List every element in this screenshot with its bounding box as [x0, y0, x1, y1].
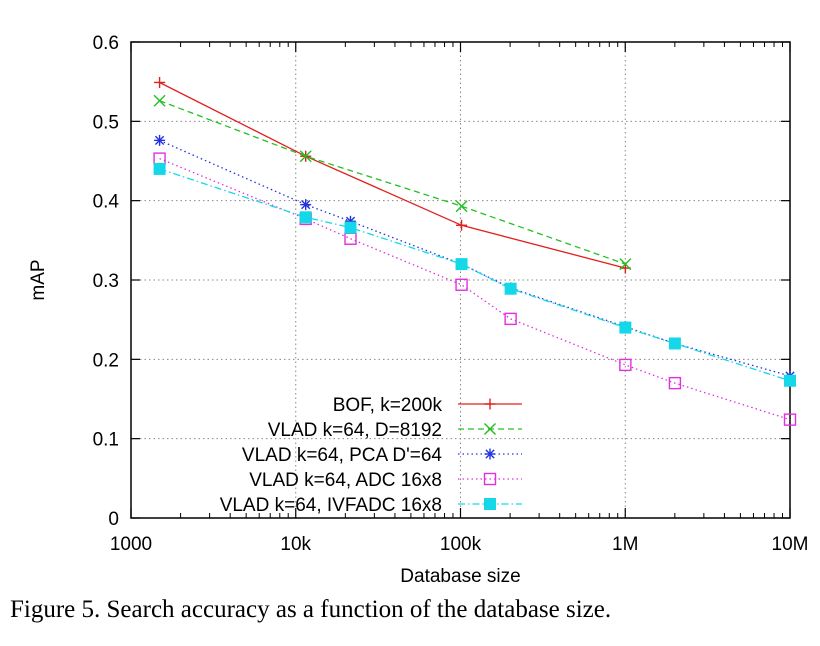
- data-point: [153, 162, 166, 175]
- legend-label: VLAD k=64, ADC 16x8: [249, 470, 442, 491]
- data-point: [455, 258, 468, 271]
- y-tick-label: 0: [108, 509, 119, 530]
- series-layer: [153, 76, 797, 426]
- data-point: [299, 150, 312, 163]
- legend-label: VLAD k=64, IVFADC 16x8: [220, 495, 442, 516]
- y-axis-label: mAP: [28, 259, 49, 300]
- y-tick-label: 0.3: [93, 271, 119, 292]
- legend-swatch-marker: [484, 423, 496, 435]
- legend-label: BOF, k=200k: [333, 395, 443, 416]
- series-5: [153, 162, 797, 387]
- data-point: [455, 200, 468, 213]
- data-point: [344, 221, 357, 234]
- figure-caption: Figure 5. Search accuracy as a function …: [10, 596, 612, 623]
- data-point: [668, 376, 682, 390]
- x-tick-label: 1M: [612, 534, 638, 555]
- series-line: [159, 157, 791, 421]
- y-tick-label: 0.6: [93, 33, 119, 54]
- data-point: [300, 199, 312, 211]
- y-tick-label: 0.4: [93, 192, 120, 213]
- x-tick-label: 10M: [772, 534, 809, 555]
- series-4: [153, 152, 797, 426]
- data-point: [456, 219, 468, 231]
- y-tick-label: 0.2: [93, 350, 119, 371]
- legend-item: BOF, k=200k: [333, 395, 522, 416]
- series-line: [159, 100, 626, 265]
- x-tick-label: 10k: [280, 534, 311, 555]
- data-point: [668, 337, 681, 350]
- series-3: [154, 134, 796, 382]
- chart: 0 0.1 0.2 0.3 0.4 0.5 0.6 1000 10k 100k 1M 10M BOF,…: [28, 33, 809, 587]
- series-line: [159, 168, 791, 382]
- data-point: [299, 211, 312, 224]
- legend-item: VLAD k=64, D=8192: [268, 420, 522, 441]
- data-point: [153, 94, 166, 107]
- data-point: [504, 282, 517, 295]
- legend-item: VLAD k=64, IVFADC 16x8: [220, 495, 522, 516]
- x-tick-label: 1000: [110, 534, 152, 555]
- data-point: [619, 358, 632, 372]
- data-point: [619, 321, 632, 334]
- data-point: [784, 374, 797, 387]
- y-tick-label: 0.1: [93, 430, 119, 451]
- legend-item: VLAD k=64, PCA D'=64: [242, 445, 522, 466]
- data-point: [153, 152, 166, 165]
- x-tick-label: 100k: [440, 534, 482, 555]
- legend: BOF, k=200k VLAD k=64, D=8192 VLAD k=64, P…: [220, 395, 522, 516]
- legend-label: VLAD k=64, PCA D'=64: [242, 445, 443, 466]
- legend-swatch-marker: [484, 498, 496, 510]
- series-1: [154, 76, 631, 274]
- data-point: [154, 134, 166, 146]
- series-line: [159, 139, 791, 377]
- data-point: [783, 413, 797, 426]
- series-line: [159, 81, 626, 269]
- legend-swatch-marker: [484, 398, 496, 410]
- legend-swatch-marker: [483, 472, 497, 486]
- legend-item: VLAD k=64, ADC 16x8: [249, 470, 522, 491]
- series-2: [153, 94, 632, 271]
- x-axis-label: Database size: [400, 566, 520, 587]
- axis-ticks: 0 0.1 0.2 0.3 0.4 0.5 0.6 1000 10k 100k 1M 10M: [93, 33, 809, 555]
- data-point: [455, 278, 468, 291]
- grid-lines: [131, 42, 790, 518]
- legend-label: VLAD k=64, D=8192: [268, 420, 442, 441]
- data-point: [154, 76, 166, 88]
- y-tick-label: 0.5: [93, 112, 119, 133]
- legend-swatch-marker: [484, 448, 496, 460]
- data-point: [504, 312, 517, 326]
- data-point: [619, 258, 632, 271]
